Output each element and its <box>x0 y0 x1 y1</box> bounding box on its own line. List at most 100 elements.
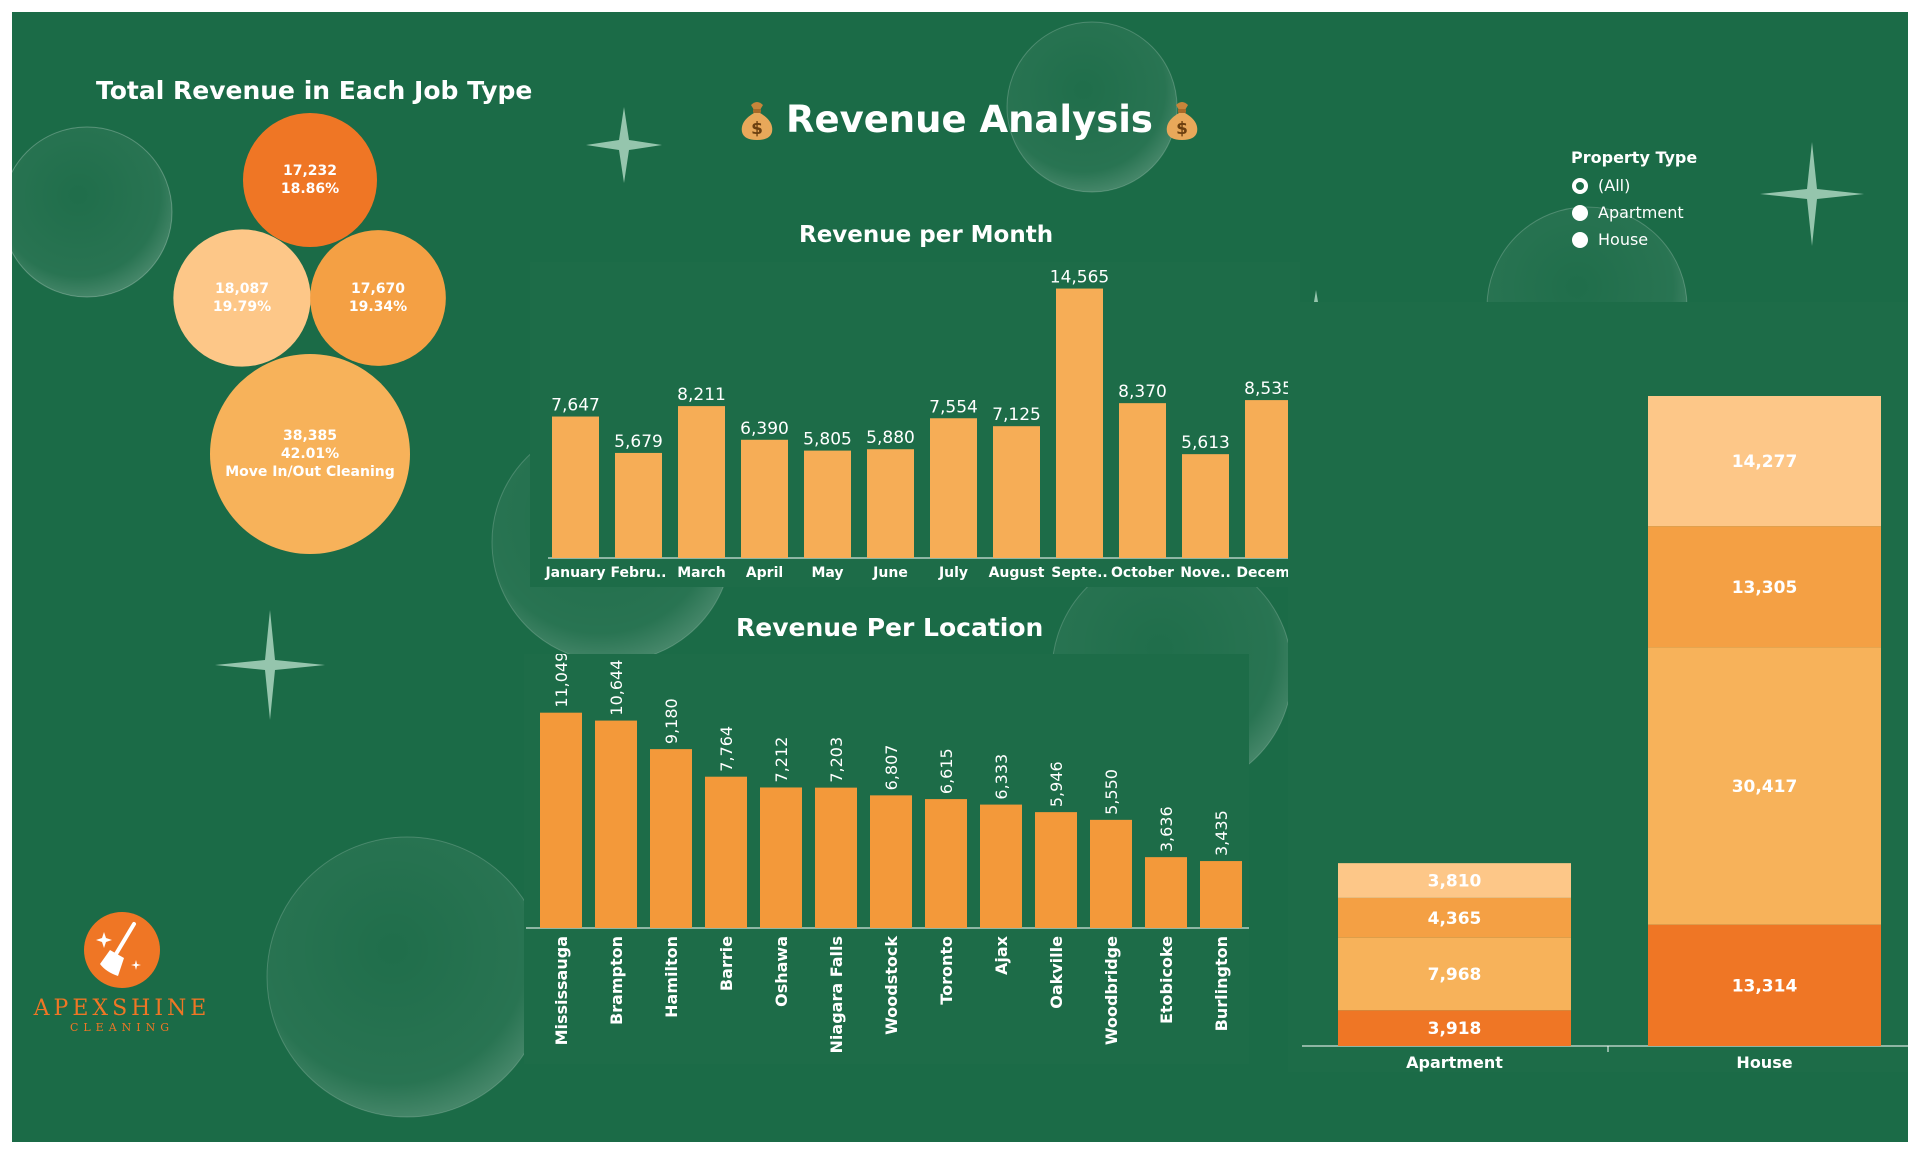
money-bag-icon: $ <box>1166 101 1198 140</box>
location-chart-title: Revenue Per Location <box>736 613 1044 642</box>
property-stacked-bar-chart: 3,918 7,968 4,365 3,810 Apartment 13,314 30,41… <box>1302 396 1908 1072</box>
x-tick-label: March <box>677 565 726 581</box>
broom-sparkle-icon <box>84 912 160 988</box>
x-tick-label: Febru.. <box>610 565 666 581</box>
location-bar <box>870 795 912 928</box>
filter-option-house[interactable]: House <box>1572 230 1648 249</box>
x-tick-label: Septe.. <box>1051 565 1107 581</box>
location-bar <box>760 787 802 928</box>
bar-value-label: 10,644 <box>607 660 626 716</box>
page-title: $ Revenue Analysis $ <box>738 98 1201 141</box>
company-logo: APEXSHINE CLEANING <box>32 910 212 1034</box>
bar-value-label: 7,203 <box>827 737 846 783</box>
money-bag-icon: $ <box>741 101 773 140</box>
month-chart-title: Revenue per Month <box>799 222 1054 248</box>
bar-value-label: 5,805 <box>803 430 852 450</box>
page-title-text: Revenue Analysis <box>786 98 1153 141</box>
stacked-segment <box>1338 897 1571 938</box>
x-tick-label: Toronto <box>937 936 956 1005</box>
bubble-label: 17,670 <box>351 281 405 297</box>
radio-button-selected[interactable] <box>1572 177 1588 194</box>
bar-value-label: 7,647 <box>551 396 600 416</box>
month-bar <box>804 450 851 558</box>
filter-option-label: Apartment <box>1598 203 1684 222</box>
x-tick-label: October <box>1111 565 1174 581</box>
x-tick-label: Burlington <box>1212 936 1231 1031</box>
bubble-label: 42.01% <box>281 446 339 462</box>
stacked-segment <box>1648 924 1881 1046</box>
location-bar-chart: 11,049 Mississauga 10,644 Brampton 9,180 Hami… <box>526 654 1249 1053</box>
logo-name: APEXSHINE <box>33 996 211 1021</box>
bar-value-label: 6,333 <box>992 754 1011 800</box>
x-tick-label: Mississauga <box>552 936 571 1045</box>
x-tick-label: August <box>989 565 1045 581</box>
filter-option-label: House <box>1598 230 1649 249</box>
bar-value-label: 8,370 <box>1118 382 1167 402</box>
filter-option-label: (All) <box>1598 176 1631 195</box>
bar-value-label: 7,764 <box>717 726 736 772</box>
stacked-segment <box>1648 647 1881 925</box>
x-tick-label: Ajax <box>992 935 1011 975</box>
stacked-segment <box>1338 863 1571 898</box>
segment-value-label: 14,277 <box>1732 452 1798 472</box>
job-type-bubble <box>210 354 410 554</box>
stacked-segment <box>1648 526 1881 648</box>
job-type-bubble <box>242 112 378 248</box>
filter-option-apartment[interactable]: Apartment <box>1572 203 1684 222</box>
x-tick-label: Oakville <box>1047 936 1066 1009</box>
dashboard: Total Revenue in Each Job Type 17,232 18.… <box>12 12 1908 1142</box>
bubble-label: 18.86% <box>281 181 339 197</box>
bar-value-label: 3,435 <box>1212 810 1231 856</box>
bar-value-label: 5,679 <box>614 432 663 452</box>
bar-value-label: 6,615 <box>937 748 956 794</box>
segment-value-label: 7,968 <box>1428 965 1482 985</box>
bubble-decoration <box>12 126 173 298</box>
month-bar <box>678 406 725 558</box>
location-bar <box>595 720 637 928</box>
x-tick-label: Woodbridge <box>1102 936 1121 1045</box>
filter-label: Property Type <box>1571 148 1698 167</box>
x-tick-label: Barrie <box>717 936 736 991</box>
location-bar <box>540 712 582 928</box>
segment-value-label: 4,365 <box>1428 909 1482 929</box>
month-bar <box>1245 400 1292 558</box>
radio-button[interactable] <box>1572 204 1588 221</box>
location-bar <box>705 776 747 928</box>
location-bar <box>1090 819 1132 928</box>
x-tick-label: July <box>938 565 968 581</box>
stacked-segment <box>1338 937 1571 1011</box>
location-bar <box>1035 812 1077 928</box>
x-tick-label: Hamilton <box>662 936 681 1018</box>
radio-button[interactable] <box>1572 231 1588 248</box>
month-bar <box>615 452 662 558</box>
month-bar <box>993 426 1040 558</box>
bar-value-label: 11,049 <box>552 654 571 708</box>
month-bar <box>1182 454 1229 558</box>
location-bar <box>980 804 1022 928</box>
bar-value-label: 5,946 <box>1047 761 1066 807</box>
bar-value-label: 5,880 <box>866 428 915 448</box>
month-bar <box>741 439 788 558</box>
x-tick-label: Oshawa <box>772 936 791 1007</box>
location-bar <box>815 787 857 928</box>
month-bar-chart: 7,647 January 5,679 Febru.. 8,211 March 6,390 A… <box>544 268 1300 581</box>
bar-value-label: 8,535 <box>1244 379 1293 399</box>
bubble-label: Move In/Out Cleaning <box>225 464 395 480</box>
x-tick-label: Etobicoke <box>1157 936 1176 1024</box>
bar-value-label: 7,212 <box>772 737 791 783</box>
stacked-segment <box>1648 396 1881 527</box>
month-bar <box>930 418 977 558</box>
location-bar <box>925 799 967 928</box>
bubble-decoration <box>1006 21 1178 193</box>
x-tick-label: April <box>746 565 783 581</box>
location-bar <box>650 749 692 928</box>
location-bar <box>1200 861 1242 928</box>
bar-value-label: 5,613 <box>1181 433 1230 453</box>
filter-option-all[interactable]: (All) <box>1572 176 1630 195</box>
bar-value-label: 8,211 <box>677 385 726 405</box>
x-tick-label: January <box>544 565 605 581</box>
bar-value-label: 3,636 <box>1157 806 1176 852</box>
job-type-chart-title: Total Revenue in Each Job Type <box>96 76 533 105</box>
x-tick-label: House <box>1736 1053 1792 1072</box>
stacked-segment <box>1338 1010 1571 1046</box>
